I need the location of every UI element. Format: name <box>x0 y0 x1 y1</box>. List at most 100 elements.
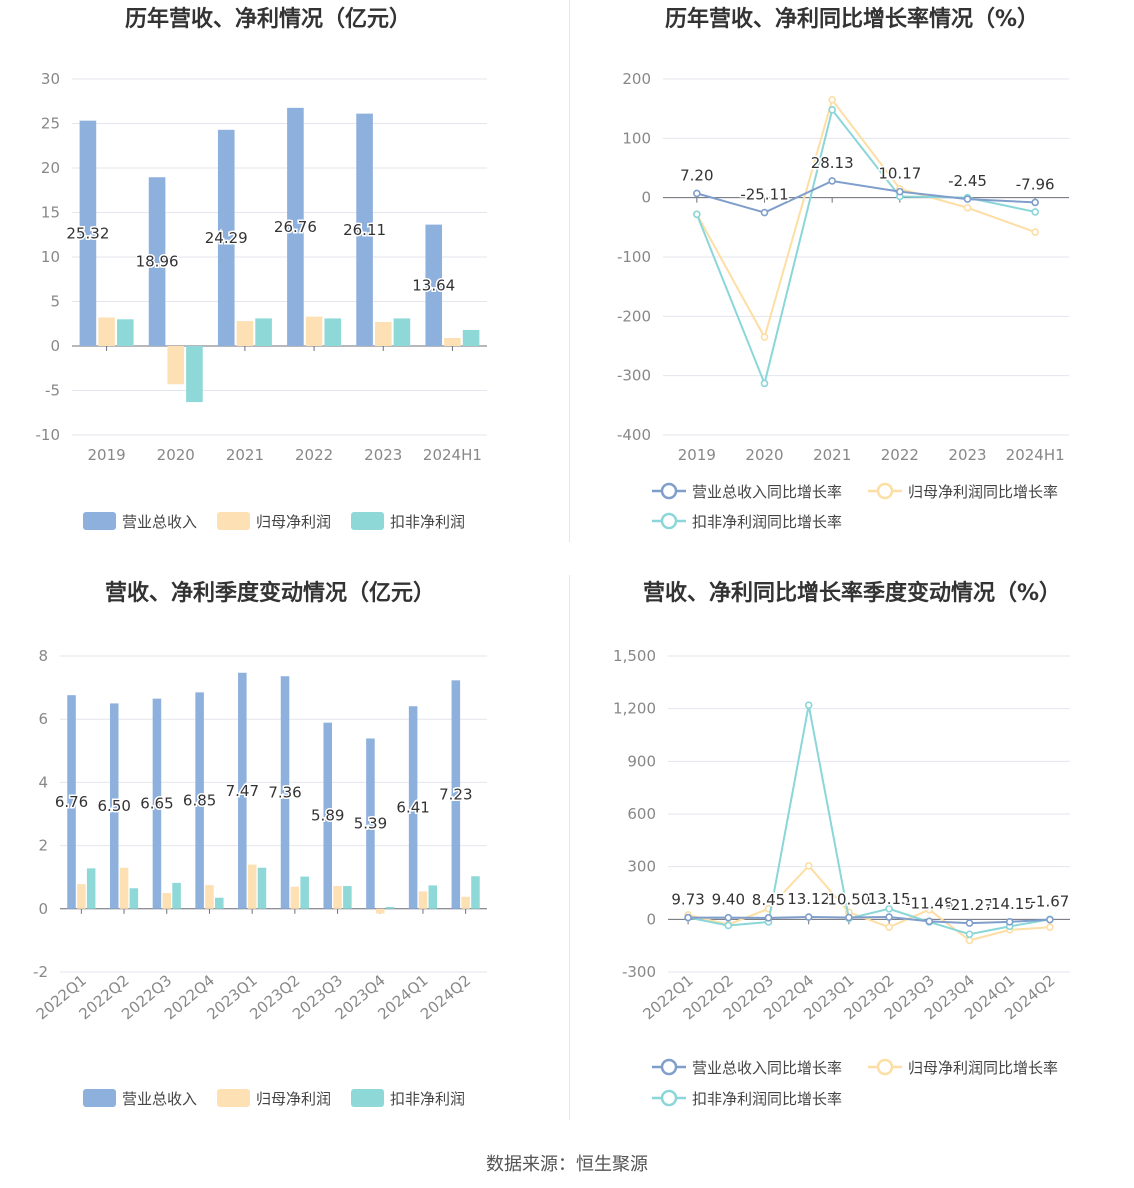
point-营业总收入同比增长率-2023Q4 <box>965 919 974 927</box>
legend-label: 归母净利润同比增长率 <box>908 483 1058 501</box>
data-label: -11.48 <box>905 894 953 912</box>
point-营业总收入同比增长率-2023 <box>963 195 972 203</box>
y-tick-label: 600 <box>627 805 656 823</box>
bar-营业总收入-2023Q1 <box>238 672 247 909</box>
point-营业总收入同比增长率-2023Q1 <box>845 913 853 922</box>
point-营业总收入同比增长率-2022Q1 <box>684 913 692 922</box>
legend-marker <box>660 1089 678 1107</box>
chart-annual-line: 历年营收、净利同比增长率情况（%） -400 -300 -200 -100 0 100 200… <box>617 6 1069 531</box>
y-tick-label: 4 <box>38 773 48 791</box>
legend-marker <box>876 1058 894 1076</box>
bar-扣非净利润-2020 <box>186 346 203 403</box>
bar-扣非净利润-2024Q2 <box>471 876 480 909</box>
chart-annual-bar: 历年营收、净利情况（亿元） -10 -5 0 5 10 15 20 25 30 2019 2020 20… <box>36 6 487 531</box>
chart-quarterly-line: 营收、净利同比增长率季度变动情况（%） -300 0 300 600 900 1,200 1,… <box>613 580 1071 1108</box>
y-tick-label: 1,500 <box>613 647 656 665</box>
legend-swatch <box>351 1089 384 1107</box>
y-tick-label: 200 <box>622 70 651 88</box>
legend-swatch <box>83 512 116 530</box>
y-tick-label: 30 <box>41 70 60 88</box>
bar-归母净利润-2024Q2 <box>461 896 470 909</box>
legend-label: 营业总收入同比增长率 <box>692 1059 842 1077</box>
bar-扣非净利润-2023Q4 <box>385 906 395 909</box>
x-tick-label: 2020 <box>157 446 195 464</box>
chart-quarterly-bar: 营收、净利季度变动情况（亿元）-2024682022Q12022Q22022Q3… <box>33 580 487 1108</box>
point-扣非净利润同比增长率-2021 <box>828 106 836 114</box>
legend-marker <box>876 482 894 500</box>
y-tick-label: 20 <box>41 159 60 177</box>
bar-归母净利润-2021 <box>236 321 254 346</box>
point-归母净利润同比增长率-2023 <box>963 203 972 212</box>
data-source-note: 数据来源：恒生聚源 <box>486 1154 648 1175</box>
point-归母净利润同比增长率-2020 <box>760 333 769 341</box>
bar-扣非净利润-2022Q4 <box>215 897 224 909</box>
bar-归母净利润-2019 <box>98 317 115 346</box>
bar-营业总收入-2024Q1 <box>408 706 418 909</box>
annual-bar-panel: 历年营收、净利情况（亿元） -10 -5 0 5 10 15 20 25 30 2019 2020 20… <box>0 0 567 545</box>
bar-营业总收入-2019 <box>79 120 97 346</box>
point-营业总收入同比增长率-2021 <box>828 177 836 185</box>
data-label: -21.27 <box>945 896 993 914</box>
bar-扣非净利润-2023Q1 <box>257 867 267 909</box>
y-tick-label: 10 <box>41 248 60 266</box>
bar-营业总收入-2023Q3 <box>323 722 332 909</box>
point-扣非净利润同比增长率-2023Q4 <box>965 930 974 939</box>
legend-label: 归母净利润同比增长率 <box>908 1059 1058 1077</box>
panel-divider-bottom <box>569 575 570 1120</box>
bar-扣非净利润-2023Q2 <box>300 876 309 909</box>
bar-归母净利润-2022Q1 <box>77 884 86 909</box>
point-营业总收入同比增长率-2024H1 <box>1031 198 1039 207</box>
annual-line-panel: 历年营收、净利同比增长率情况（%） -400 -300 -200 -100 0 100 200… <box>570 0 1134 545</box>
point-归母净利润同比增长率-2023Q4 <box>965 936 974 945</box>
bar-营业总收入-2022 <box>287 107 304 346</box>
point-营业总收入同比增长率-2022 <box>896 187 904 196</box>
data-label: 7.47 <box>226 782 259 800</box>
series-line-归母净利润同比增长率 <box>687 864 1050 942</box>
data-label: 9.40 <box>712 891 745 909</box>
x-tick-label: 2023 <box>948 446 986 464</box>
bar-扣非净利润-2019 <box>116 319 134 346</box>
data-label: -2.45 <box>948 172 987 190</box>
legend-swatch <box>351 512 384 530</box>
bar-扣非净利润-2021 <box>255 318 272 346</box>
legend-label: 扣非净利润 <box>390 513 465 531</box>
y-tick-label: 15 <box>41 204 60 222</box>
y-tick-label: 5 <box>50 293 60 311</box>
data-label: 6.65 <box>140 795 173 813</box>
point-归母净利润同比增长率-2024Q2 <box>1046 923 1054 932</box>
y-tick-label: -200 <box>617 307 651 325</box>
bar-扣非净利润-2023Q3 <box>343 886 352 909</box>
data-label: 18.96 <box>136 253 179 271</box>
legend-label: 营业总收入 <box>122 513 197 531</box>
series-line-营业总收入同比增长率 <box>696 179 1036 214</box>
y-tick-label: 2 <box>38 837 48 855</box>
chart-title: 历年营收、净利情况（亿元） <box>125 6 411 32</box>
x-tick-label: 2024H1 <box>423 446 482 464</box>
bar-归母净利润-2022Q4 <box>205 885 214 909</box>
bar-营业总收入-2021 <box>217 129 235 346</box>
bar-归母净利润-2022 <box>305 316 323 346</box>
data-label: 5.89 <box>311 807 344 825</box>
chart-title: 营收、净利季度变动情况（亿元） <box>105 580 435 606</box>
legend-label: 营业总收入 <box>122 1090 197 1108</box>
data-label: 6.41 <box>396 799 429 817</box>
legend-marker <box>660 1058 678 1076</box>
bar-扣非净利润-2022Q2 <box>129 888 139 909</box>
y-tick-label: 1,200 <box>613 700 656 718</box>
y-tick-label: 900 <box>627 752 656 770</box>
data-label: 10.17 <box>878 165 921 183</box>
bar-营业总收入-2020 <box>148 177 166 346</box>
legend-swatch <box>217 512 250 530</box>
data-label: 13.12 <box>787 890 830 908</box>
y-tick-label: 0 <box>38 900 48 918</box>
bar-归母净利润-2023Q1 <box>247 864 257 909</box>
data-label: 25.32 <box>66 224 109 242</box>
x-tick-label: 2020 <box>745 446 783 464</box>
point-归母净利润同比增长率-2022Q4 <box>804 861 813 870</box>
data-label: 5.39 <box>354 815 387 833</box>
legend-label: 归母净利润 <box>256 513 331 531</box>
bar-归母净利润-2022Q2 <box>119 867 129 909</box>
bar-营业总收入-2022Q2 <box>109 703 119 909</box>
legend-label: 扣非净利润同比增长率 <box>692 513 842 531</box>
data-label: 6.85 <box>183 792 216 810</box>
